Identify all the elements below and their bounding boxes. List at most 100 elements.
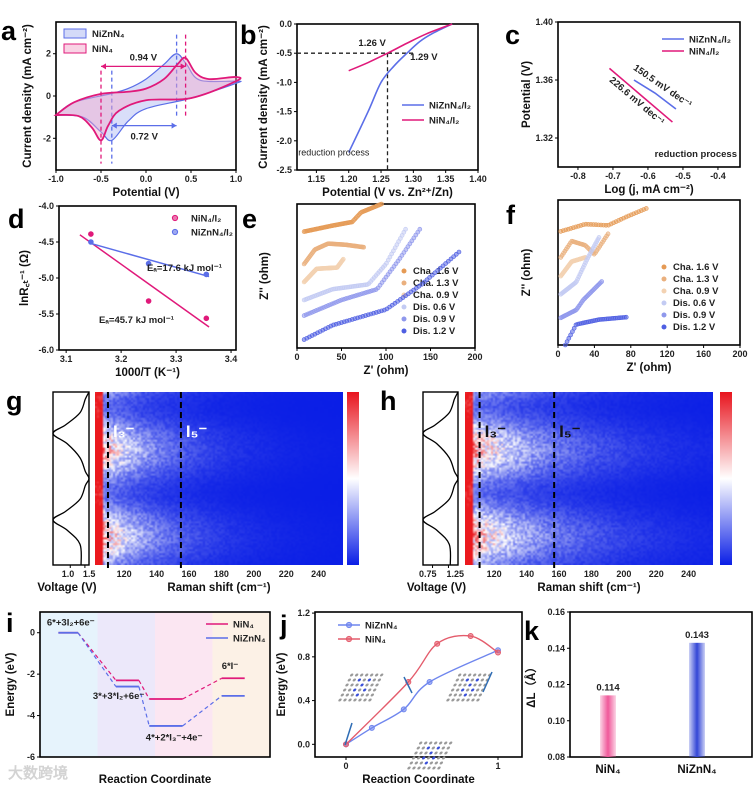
bar-0 — [600, 695, 616, 757]
atom-icon — [475, 678, 479, 682]
y-tick-label: -1.0 — [276, 77, 292, 87]
panel-letter: f — [506, 200, 516, 230]
y-tick-label: -6.0 — [38, 345, 54, 355]
voltage-curve — [422, 391, 459, 566]
y-tick-label: -2.5 — [276, 165, 292, 175]
y-tick-label: 0.0 — [297, 739, 310, 749]
voltage-tick-label: 1.5 — [83, 569, 96, 579]
atom-icon — [468, 673, 472, 677]
cv-curve-niznn4 — [54, 53, 242, 142]
x-tick-label: 1.40 — [469, 174, 487, 184]
legend-label: NiZnN₄/I₂ — [429, 101, 471, 112]
panel-i: i 0 -2 -4 -6 Reaction Coordinate Energy (eV) Ni… — [5, 608, 271, 786]
atom-icon — [424, 741, 428, 745]
x-tick-label: 200 — [732, 349, 747, 359]
atom-icon — [448, 693, 452, 697]
atom-icon — [427, 766, 431, 770]
atom-icon — [458, 673, 462, 677]
atom-icon — [468, 683, 472, 687]
data-point — [88, 231, 94, 237]
impedance-point — [599, 279, 604, 284]
path-point — [434, 640, 441, 647]
atom-icon — [429, 751, 433, 755]
watermark-logo: 大数跨境 — [8, 764, 68, 782]
atom-icon — [456, 698, 460, 702]
atom-icon — [480, 678, 484, 682]
x-tick-label: 120 — [660, 349, 675, 359]
y-axis-label: Current density (mA cm⁻²) — [22, 24, 34, 168]
tafel-line — [633, 79, 677, 110]
x-tick-label: 80 — [626, 349, 636, 359]
y-tick-label: -5.0 — [38, 273, 54, 283]
state-label: 4*+2*I₃⁻+4e⁻ — [146, 732, 203, 743]
atom-icon — [368, 698, 372, 702]
x-tick-label: 160 — [551, 569, 566, 579]
atom-icon — [473, 673, 477, 677]
x-tick-label: 1.35 — [437, 174, 455, 184]
voltage-tick-label: 1.25 — [446, 569, 464, 579]
y-tick-label: -6 — [27, 752, 35, 762]
data-point — [145, 298, 152, 304]
legend-swatch — [63, 43, 87, 54]
atom-icon — [363, 688, 367, 692]
x-tick-label: 200 — [616, 569, 631, 579]
atom-icon — [350, 673, 354, 677]
y-axis-label: Z'' (ohm) — [259, 252, 271, 300]
x-tick-label: 1.20 — [340, 174, 358, 184]
x-tick-label: -0.7 — [605, 171, 621, 181]
atom-icon — [432, 766, 436, 770]
legend-marker — [171, 228, 179, 236]
panel-letter: k — [524, 616, 540, 646]
legend-marker — [401, 280, 407, 286]
legend-label: Dis. 0.9 V — [673, 310, 716, 321]
legend-label: NiZnN₄/I₂ — [191, 228, 233, 239]
voltage-profile-frame — [422, 391, 459, 566]
y-tick-label: -2 — [27, 669, 35, 679]
legend-label: NiZnN₄/I₂ — [689, 35, 731, 46]
peak-label-i3: I₃⁻ — [113, 422, 135, 441]
x-tick-label: 200 — [467, 352, 482, 362]
atom-icon — [441, 746, 445, 750]
data-point — [145, 260, 152, 267]
y-axis-label: ΔL（Å） — [524, 661, 538, 708]
legend-marker — [661, 264, 667, 270]
panel-letter: h — [380, 386, 397, 416]
atom-icon — [417, 756, 421, 760]
voltage-axis-label: Voltage (V) — [407, 582, 466, 594]
impedance-point — [623, 314, 629, 320]
onset-label-nin4: 1.26 V — [358, 38, 386, 49]
x-tick-label: 140 — [149, 569, 164, 579]
y-axis-label: Energy (eV) — [5, 652, 17, 716]
legend-label: NiN₄ — [92, 44, 113, 55]
x-tick-label: 1.0 — [230, 174, 243, 184]
atom-icon — [409, 761, 413, 765]
impedance-point — [361, 244, 367, 250]
x-tick-label: 160 — [696, 349, 711, 359]
x-tick-label: 3.1 — [60, 354, 73, 364]
x-tick-label: 120 — [487, 569, 502, 579]
y-tick-label: 1.40 — [535, 17, 553, 27]
state-band — [155, 612, 213, 757]
atom-icon — [365, 693, 369, 697]
panel-letter: b — [240, 20, 257, 50]
panel-j: j 0 1 0.0 0.4 0.8 1.2 Reaction Coordinate Energy… — [276, 608, 523, 786]
y-axis-label: Potential (V) — [521, 61, 533, 128]
y-axis-label: Z'' (ohm) — [521, 249, 533, 297]
plot-frame — [39, 611, 271, 758]
y-tick-label: -4.0 — [38, 201, 54, 211]
x-axis-label: Reaction Coordinate — [362, 774, 474, 786]
atom-icon — [422, 766, 426, 770]
impedance-point — [403, 226, 408, 232]
atom-icon — [437, 756, 441, 760]
legend-label: Dis. 0.6 V — [673, 298, 716, 309]
atom-icon — [460, 678, 464, 682]
data-point — [203, 271, 210, 278]
legend-label: NiN₄/I₂ — [429, 116, 459, 127]
x-tick-label: 50 — [336, 352, 346, 362]
y-tick-label: 1.2 — [297, 608, 310, 618]
path-point — [494, 649, 501, 656]
panel-letter: c — [505, 20, 520, 50]
atom-icon — [463, 673, 467, 677]
legend-label: Cha. 1.3 V — [413, 278, 459, 289]
atom-icon — [357, 678, 361, 682]
